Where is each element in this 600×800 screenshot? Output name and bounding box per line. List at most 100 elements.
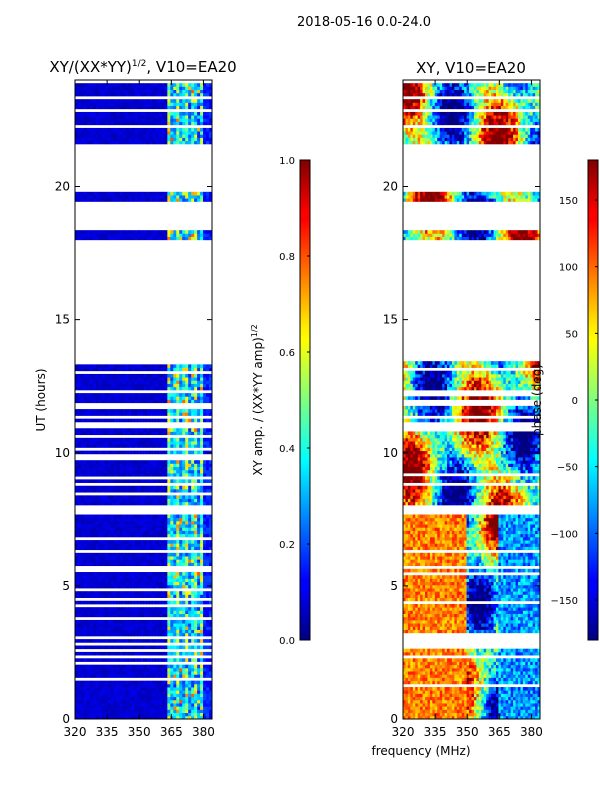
heatmap-cell <box>456 712 460 717</box>
heatmap-cell <box>140 699 144 704</box>
heatmap-cell <box>89 613 94 618</box>
heatmap-cell <box>92 703 97 707</box>
heatmap-cell <box>98 527 103 531</box>
heatmap-cell <box>188 527 192 531</box>
heatmap-cell <box>125 693 130 698</box>
heatmap-cell <box>134 556 138 560</box>
heatmap-cell <box>134 469 138 474</box>
heatmap-cell <box>89 514 94 519</box>
heatmap-cell <box>170 396 174 400</box>
heatmap-cell <box>167 236 171 241</box>
heatmap-cell <box>152 230 156 234</box>
heatmap-cell <box>125 386 130 391</box>
heatmap-cell <box>200 131 204 135</box>
heatmap-cell <box>200 715 204 720</box>
heatmap-cell <box>209 658 213 662</box>
heatmap-cell <box>203 699 207 704</box>
heatmap-cell <box>532 706 536 710</box>
heatmap-cell <box>107 578 112 583</box>
heatmap-cell <box>143 127 147 132</box>
heatmap-cell <box>173 572 177 576</box>
heatmap-cell <box>176 540 180 544</box>
heatmap-cell <box>164 712 168 717</box>
heatmap-cell <box>113 463 118 467</box>
heatmap-cell <box>182 230 186 234</box>
heatmap-cell <box>140 466 144 471</box>
heatmap-cell <box>197 578 201 583</box>
heatmap-cell <box>146 412 150 416</box>
heatmap-cell <box>98 683 103 688</box>
heatmap-cell <box>203 99 207 103</box>
heatmap-cell <box>101 572 106 576</box>
heatmap-cell <box>191 460 195 464</box>
heatmap-cell <box>104 485 109 490</box>
heatmap-cell <box>80 514 85 519</box>
heatmap-cell <box>149 572 153 576</box>
heatmap-cell <box>200 572 204 576</box>
heatmap-cell <box>513 712 516 717</box>
heatmap-cell <box>206 380 210 384</box>
heatmap-cell <box>185 632 189 637</box>
heatmap-cell <box>176 105 180 110</box>
amplitude-colorbar-gradient <box>299 159 311 641</box>
heatmap-cell <box>107 380 112 384</box>
heatmap-cell <box>158 671 162 675</box>
heatmap-cell <box>107 706 112 710</box>
heatmap-cell <box>131 607 135 611</box>
heatmap-cell <box>454 709 458 714</box>
heatmap-cell <box>119 437 124 442</box>
heatmap-cell <box>194 696 198 701</box>
heatmap-cell <box>203 709 207 714</box>
heatmap-cell <box>155 373 159 378</box>
heatmap-cell <box>107 137 112 142</box>
heatmap-cell <box>155 562 159 567</box>
heatmap-cell <box>155 191 159 196</box>
heatmap-cell <box>95 386 100 391</box>
heatmap-cell <box>86 393 91 397</box>
heatmap-cell <box>104 501 109 506</box>
heatmap-cell <box>167 460 171 464</box>
heatmap-cell <box>116 89 121 94</box>
heatmap-cell <box>149 584 153 589</box>
heatmap-cell <box>92 514 97 519</box>
heatmap-cell <box>113 524 118 528</box>
heatmap-cell <box>86 479 91 483</box>
heatmap-cell <box>191 488 195 493</box>
heatmap-cell <box>173 383 177 388</box>
heatmap-cell <box>86 629 91 634</box>
heatmap-cell <box>176 619 180 624</box>
heatmap-cell <box>75 99 79 103</box>
heatmap-cell <box>131 524 135 528</box>
heatmap-cell <box>89 444 94 448</box>
heatmap-cell <box>170 86 174 90</box>
heatmap-cell <box>185 680 189 685</box>
heatmap-cell <box>194 498 198 503</box>
heatmap-cell <box>86 460 91 464</box>
heatmap-cell <box>146 540 150 544</box>
heatmap-cell <box>89 367 94 372</box>
heatmap-cell <box>122 86 127 90</box>
heatmap-cell <box>77 629 82 634</box>
heatmap-cell <box>116 683 121 688</box>
heatmap-cell <box>505 709 509 714</box>
heatmap-cell <box>209 495 213 499</box>
heatmap-cell <box>182 191 186 196</box>
heatmap-cell <box>140 687 144 691</box>
heatmap-cell <box>167 418 171 423</box>
heatmap-cell <box>158 444 162 448</box>
heatmap-cell <box>405 709 409 714</box>
heatmap-cell <box>134 431 138 436</box>
heatmap-cell <box>200 198 204 202</box>
heatmap-cell <box>200 412 204 416</box>
heatmap-cell <box>95 469 100 474</box>
heatmap-cell <box>83 629 88 634</box>
heatmap-cell <box>98 699 103 704</box>
heatmap-cell <box>116 498 121 503</box>
heatmap-cell <box>200 671 204 675</box>
heatmap-cell <box>194 530 198 535</box>
heatmap-cell <box>89 121 94 126</box>
heatmap-cell <box>86 83 91 87</box>
heatmap-cell <box>134 575 138 579</box>
heatmap-cell <box>89 140 94 145</box>
heatmap-cell <box>209 380 213 384</box>
